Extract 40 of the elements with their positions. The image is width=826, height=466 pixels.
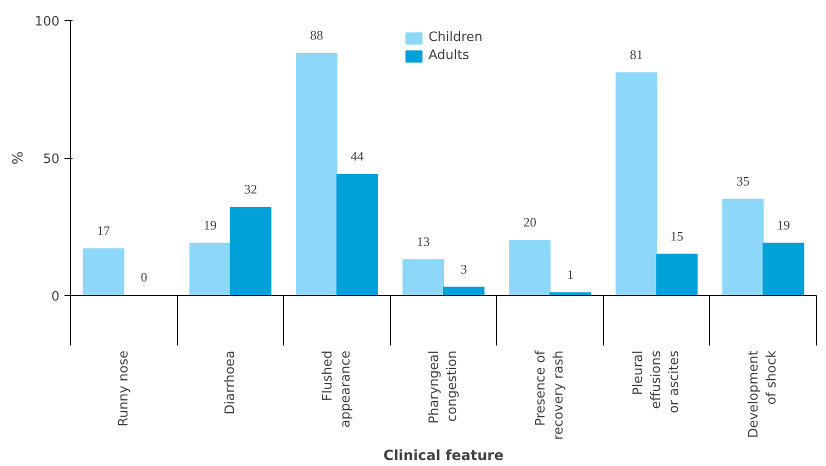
data-label: 13 xyxy=(416,234,430,249)
data-label: 35 xyxy=(736,173,750,188)
data-label: 88 xyxy=(310,28,324,42)
data-label: 1 xyxy=(567,266,574,282)
x-tick-label: Pleural effusions or ascites xyxy=(631,350,682,414)
data-label: 44 xyxy=(350,148,364,164)
y-tick-label: 100 xyxy=(34,14,60,30)
bar xyxy=(722,198,764,296)
data-label: 20 xyxy=(523,214,536,230)
data-label: 19 xyxy=(204,217,217,232)
bar xyxy=(762,242,804,296)
legend-label: Children xyxy=(428,30,483,45)
bar xyxy=(402,259,444,296)
bar xyxy=(509,240,551,296)
bar xyxy=(82,248,124,296)
data-label: 81 xyxy=(630,46,643,62)
legend-label: Adults xyxy=(428,48,470,63)
data-label: 17 xyxy=(97,222,111,238)
data-label: 32 xyxy=(244,182,258,196)
y-axis-title: % xyxy=(10,151,27,165)
data-label: 15 xyxy=(670,228,684,244)
x-tick-label: Runny nose xyxy=(116,350,132,426)
bar xyxy=(443,286,484,296)
x-tick-label: Presence of recovery rash xyxy=(534,350,567,440)
y-tick-label: 0 xyxy=(51,290,60,304)
x-axis-title: Clinical feature xyxy=(383,448,504,464)
bar xyxy=(656,254,698,296)
bar xyxy=(189,242,231,296)
x-tick-label: Diarrhoea xyxy=(222,350,238,414)
data-label: 3 xyxy=(460,261,467,276)
x-tick-label: Development of shock xyxy=(746,350,780,438)
bar xyxy=(616,72,658,296)
y-tick-label: 50 xyxy=(42,152,60,167)
bar xyxy=(296,53,338,296)
data-label: 19 xyxy=(776,217,790,232)
x-tick-label: Pharyngeal congestion xyxy=(427,350,460,424)
bar xyxy=(336,174,378,296)
x-tick-label: Flushed appearance xyxy=(320,350,354,428)
bar xyxy=(230,207,272,296)
data-label: 0 xyxy=(140,270,148,284)
